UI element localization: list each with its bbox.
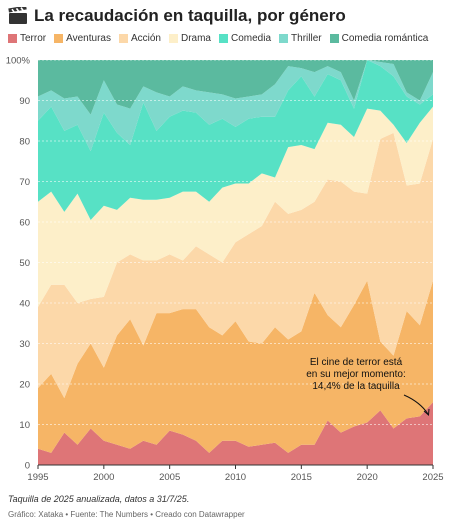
- legend-label: Terror: [20, 33, 47, 44]
- y-tick-label: 50: [19, 258, 30, 269]
- legend-label: Comedia: [231, 33, 272, 44]
- x-tick-label: 1995: [27, 472, 48, 483]
- y-tick-label: 60: [19, 218, 30, 229]
- y-tick-label: 90: [19, 96, 30, 107]
- y-tick-label: 80: [19, 137, 30, 148]
- chart-legend: Terror Aventuras Acción Drama Comedia Thrille…: [8, 33, 428, 44]
- legend-label: Acción: [130, 33, 161, 44]
- y-tick-label: 40: [19, 299, 30, 310]
- legend-item: Thriller: [279, 33, 322, 44]
- stacked-area-chart: 0 10 20 30 40 50 60 70 80 90 100% 1995 2000 2005 2010 2…: [6, 56, 444, 484]
- legend-label: Drama: [180, 33, 211, 44]
- legend-item: Drama: [168, 33, 211, 44]
- area-series: [38, 106, 433, 308]
- y-tick-label: 20: [19, 380, 30, 391]
- area-series: [38, 60, 433, 115]
- annotation-arrow: [403, 394, 429, 415]
- legend-item: Terror: [8, 33, 46, 44]
- legend-swatch: [279, 34, 289, 43]
- legend-item: Aventuras: [54, 33, 111, 44]
- x-tick-label: 2025: [422, 472, 443, 483]
- area-series: [38, 132, 433, 399]
- y-tick-label: 10: [19, 420, 30, 431]
- legend-item: Comedia: [219, 33, 271, 44]
- y-tick-label: 30: [19, 339, 30, 350]
- legend-swatch: [219, 34, 228, 43]
- area-series: [38, 280, 433, 453]
- legend-swatch: [329, 34, 339, 43]
- legend-label: Thriller: [291, 33, 322, 44]
- legend-swatch: [118, 34, 128, 43]
- clapperboard-icon: [8, 7, 27, 24]
- legend-label: Comedia romántica: [341, 33, 429, 44]
- annotation-text: El cine de terror está: [310, 357, 403, 368]
- legend-label: Aventuras: [66, 33, 111, 44]
- annotation-text: en su mejor momento:: [306, 369, 406, 380]
- x-tick-label: 2000: [93, 472, 114, 483]
- chart-title: La recaudación en taquilla, por género: [34, 6, 346, 25]
- area-series: [38, 402, 433, 465]
- x-tick-label: 2015: [291, 472, 312, 483]
- y-tick-label: 0: [25, 461, 30, 472]
- legend-swatch: [54, 34, 64, 43]
- footnote: Taquilla de 2025 anualizada, datos a 31/…: [8, 494, 190, 504]
- legend-swatch: [8, 34, 17, 43]
- credit-line: Gráfico: Xataka • Fuente: The Numbers • …: [8, 510, 245, 519]
- annotation-arrowhead: [423, 408, 430, 417]
- x-tick-label: 2010: [225, 472, 246, 483]
- x-tick-label: 2020: [357, 472, 378, 483]
- x-tick-label: 2005: [159, 472, 180, 483]
- annotation-text: 14,4% de la taquilla: [312, 381, 400, 392]
- area-series: [38, 60, 433, 152]
- legend-item: Acción: [118, 33, 161, 44]
- legend-swatch: [168, 34, 178, 43]
- area-series: [38, 60, 433, 220]
- y-tick-label: 70: [19, 177, 30, 188]
- y-tick-label: 100%: [6, 56, 31, 67]
- title-row: La recaudación en taquilla, por género: [8, 6, 346, 26]
- legend-item: Comedia romántica: [329, 33, 429, 44]
